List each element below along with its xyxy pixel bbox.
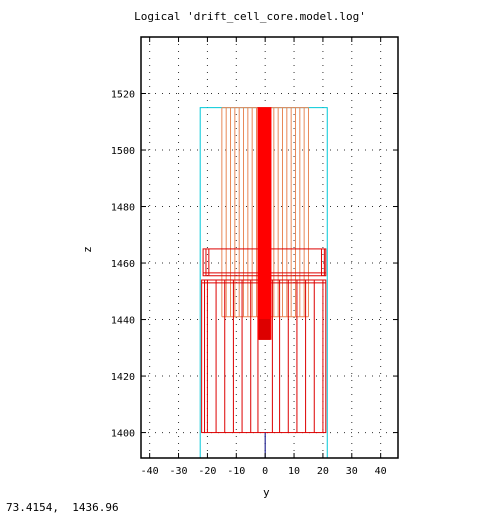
y-tick-label: 1400 (111, 429, 135, 440)
x-tick-label: -40 (141, 466, 159, 477)
x-tick-label: 40 (375, 466, 387, 477)
x-tick-label: 20 (317, 466, 329, 477)
y-tick-label: 1480 (111, 203, 135, 214)
geometry-layer (199, 107, 328, 459)
x-tick-label: -30 (170, 466, 188, 477)
y-tick-label: 1440 (111, 316, 135, 327)
x-tick-label: 0 (262, 466, 268, 477)
y-tick-label: 1500 (111, 146, 135, 157)
y-axis-label: z (80, 246, 94, 253)
x-tick-label: 10 (288, 466, 300, 477)
x-tick-label: -10 (227, 466, 245, 477)
x-axis-label: y (263, 486, 270, 499)
core-rod (257, 107, 272, 340)
coordinates-readout: 73.4154, 1436.96 (6, 501, 119, 514)
y-tick-label: 1520 (111, 90, 135, 101)
x-tick-label: -20 (198, 466, 216, 477)
core-rod-lower (258, 319, 270, 340)
tick-layer: -40 -30 -20 -10 0 10 20 30 40 1400 1420 1440 1460 148… (111, 37, 398, 477)
y-tick-label: 1420 (111, 372, 135, 383)
chart-title: Logical 'drift_cell_core.model.log' (134, 10, 366, 23)
frame-layer (140, 36, 399, 459)
x-tick-label: 30 (346, 466, 358, 477)
plot-frame (140, 36, 399, 459)
y-tick-label: 1460 (111, 259, 135, 270)
